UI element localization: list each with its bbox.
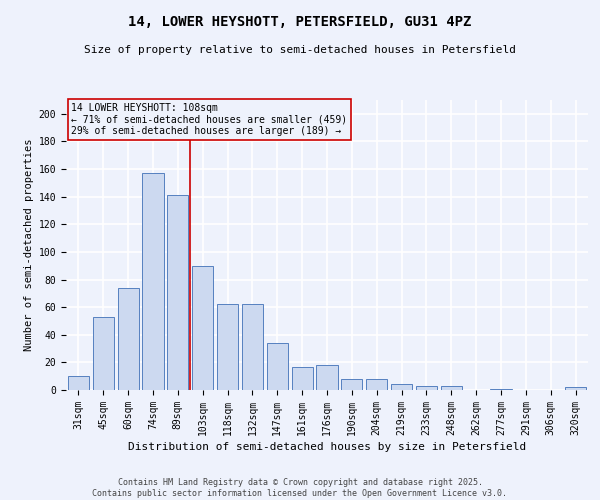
Bar xyxy=(93,317,114,390)
Bar xyxy=(267,343,288,390)
Bar xyxy=(416,386,437,390)
Bar xyxy=(118,288,139,390)
Bar xyxy=(167,196,188,390)
Text: 14, LOWER HEYSHOTT, PETERSFIELD, GU31 4PZ: 14, LOWER HEYSHOTT, PETERSFIELD, GU31 4P… xyxy=(128,15,472,29)
Bar xyxy=(441,386,462,390)
Y-axis label: Number of semi-detached properties: Number of semi-detached properties xyxy=(25,138,34,352)
Bar xyxy=(292,366,313,390)
Text: 14 LOWER HEYSHOTT: 108sqm
← 71% of semi-detached houses are smaller (459)
29% of: 14 LOWER HEYSHOTT: 108sqm ← 71% of semi-… xyxy=(71,103,347,136)
Bar xyxy=(490,388,512,390)
Bar xyxy=(242,304,263,390)
Text: Contains HM Land Registry data © Crown copyright and database right 2025.
Contai: Contains HM Land Registry data © Crown c… xyxy=(92,478,508,498)
Bar xyxy=(68,376,89,390)
Bar xyxy=(142,173,164,390)
Bar xyxy=(316,365,338,390)
Bar xyxy=(391,384,412,390)
Bar xyxy=(366,379,387,390)
Bar xyxy=(341,379,362,390)
Bar xyxy=(217,304,238,390)
Text: Size of property relative to semi-detached houses in Petersfield: Size of property relative to semi-detach… xyxy=(84,45,516,55)
Bar xyxy=(192,266,213,390)
X-axis label: Distribution of semi-detached houses by size in Petersfield: Distribution of semi-detached houses by … xyxy=(128,442,526,452)
Bar xyxy=(565,387,586,390)
